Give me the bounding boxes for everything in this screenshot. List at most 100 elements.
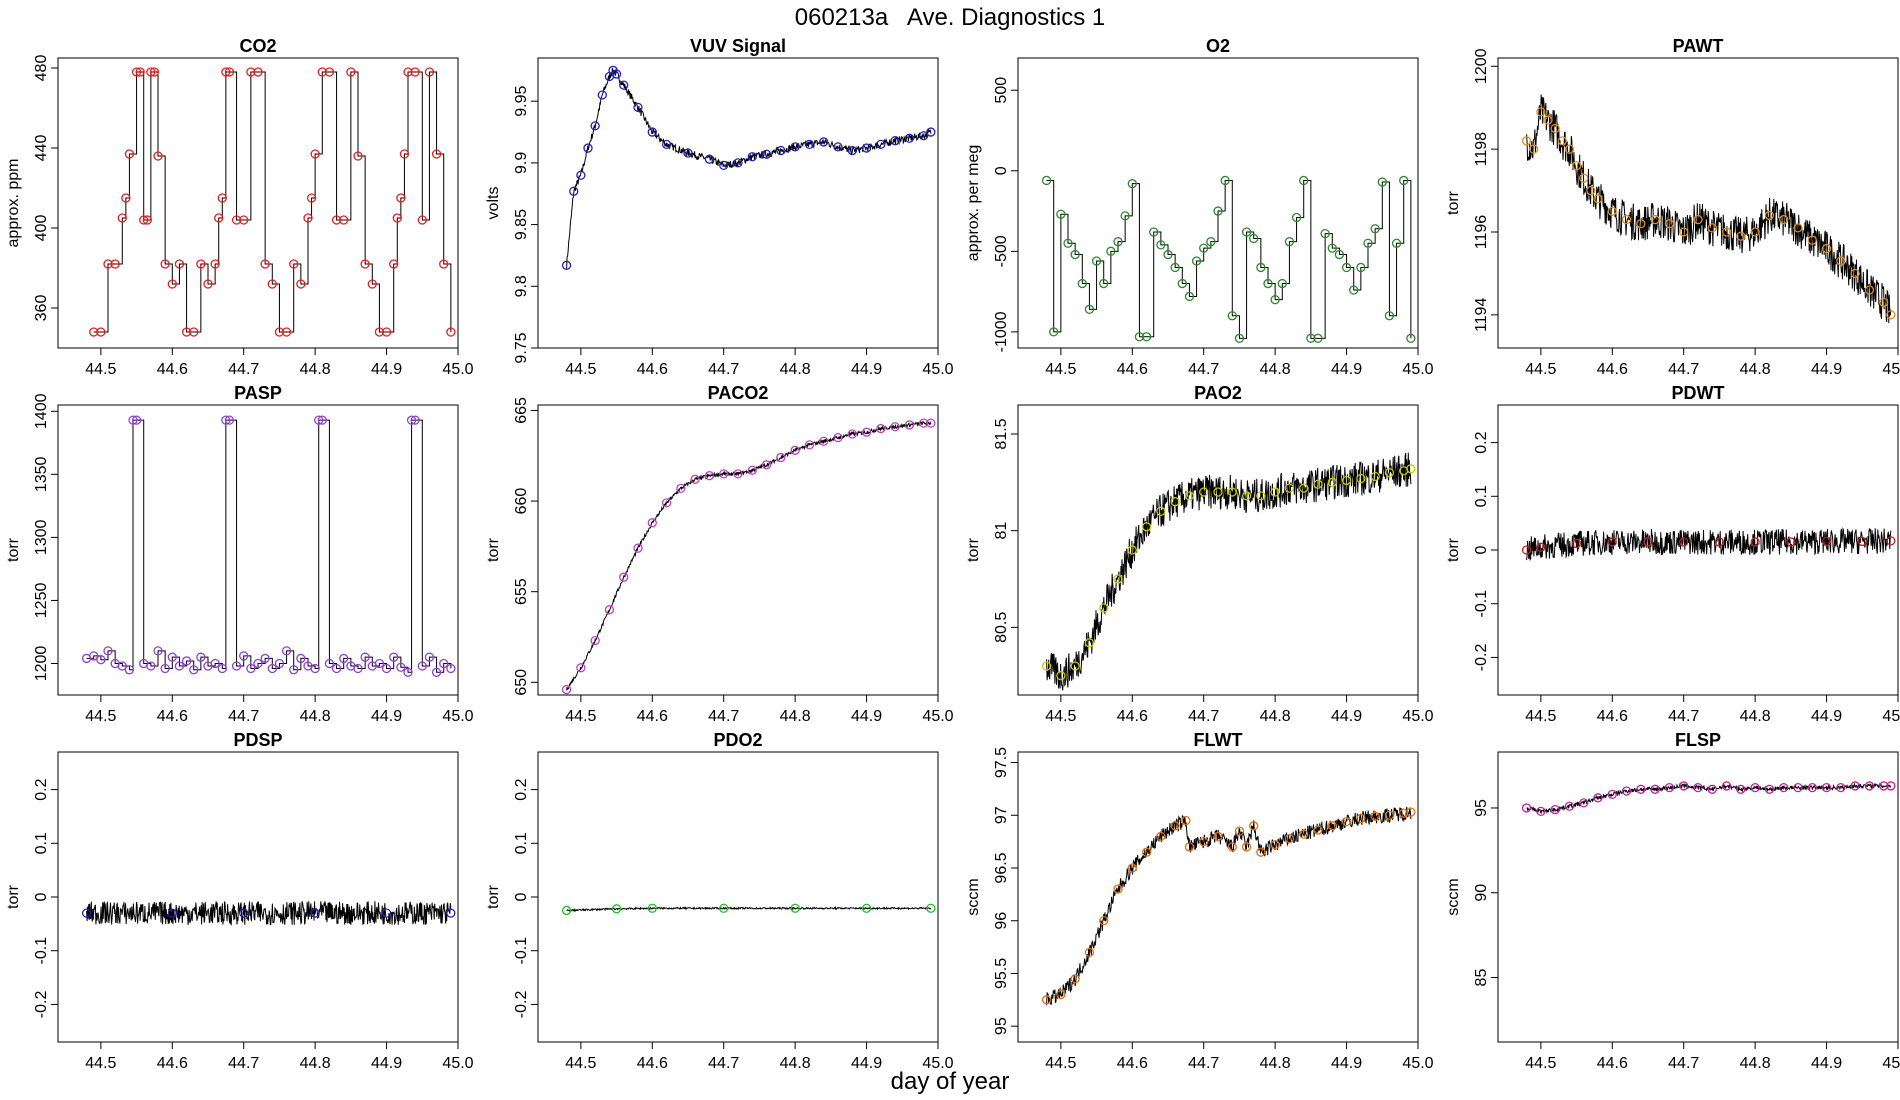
x-tick-label: 44.6 bbox=[1597, 361, 1628, 378]
panel-pdwt: PDWT torr 44.5 44.6 44.7 44.8 44.9 45.0 -0.2 -0.1… bbox=[1445, 383, 1900, 725]
data-point bbox=[1199, 243, 1209, 253]
y-axis-label: sccm bbox=[1445, 878, 1462, 915]
data-point bbox=[1571, 538, 1582, 549]
data-point bbox=[1384, 810, 1395, 820]
data-point bbox=[1406, 807, 1416, 817]
panel-pao2: PAO2 torr 44.5 44.6 44.7 44.8 44.9 45.0 80.5 81 81… bbox=[965, 383, 1434, 725]
data-point bbox=[131, 67, 142, 77]
data-point bbox=[253, 658, 263, 669]
data-point bbox=[1650, 784, 1660, 794]
y-axis-label: torr bbox=[965, 537, 982, 562]
data-point bbox=[174, 259, 185, 269]
data-point bbox=[128, 415, 138, 425]
data-point bbox=[690, 474, 700, 484]
data-point bbox=[1220, 175, 1230, 186]
data-point bbox=[1579, 798, 1589, 808]
data-point bbox=[1356, 473, 1366, 484]
x-tick-label: 44.9 bbox=[371, 1055, 402, 1072]
data-point bbox=[167, 652, 177, 662]
data-point bbox=[196, 652, 206, 662]
data-point bbox=[1850, 268, 1860, 279]
y-tick-label: 96.5 bbox=[993, 852, 1010, 883]
panel-paco2: PACO2 torr 44.5 44.6 44.7 44.8 44.9 45.0 650 655 6… bbox=[485, 383, 954, 725]
data-point bbox=[374, 327, 385, 337]
figure-xlabel: day of year bbox=[890, 1068, 1010, 1095]
data-point bbox=[1199, 836, 1209, 847]
x-tick-label: 45.0 bbox=[922, 1055, 953, 1072]
data-point bbox=[374, 658, 385, 669]
data-point bbox=[683, 148, 693, 158]
data-point bbox=[260, 259, 270, 269]
x-tick-label: 44.9 bbox=[851, 708, 882, 725]
data-point bbox=[1664, 219, 1675, 229]
data-point bbox=[381, 327, 392, 337]
data-point bbox=[919, 418, 929, 428]
data-point bbox=[1284, 833, 1295, 844]
data-point bbox=[1721, 781, 1732, 791]
plot-area bbox=[89, 67, 456, 337]
y-tick-label: -0.2 bbox=[1473, 644, 1490, 672]
x-tick-label: 44.6 bbox=[157, 708, 188, 725]
data-point bbox=[399, 149, 410, 159]
data-point bbox=[1170, 821, 1180, 831]
series-line bbox=[1046, 179, 1412, 339]
x-tick-label: 44.7 bbox=[1188, 361, 1219, 378]
x-tick-label: 44.6 bbox=[1117, 708, 1148, 725]
data-point bbox=[1213, 831, 1223, 842]
data-point bbox=[633, 102, 643, 113]
data-point bbox=[1313, 825, 1323, 835]
data-point bbox=[719, 160, 729, 171]
data-point bbox=[181, 327, 192, 337]
data-point bbox=[919, 131, 929, 141]
y-tick-label: 0 bbox=[993, 166, 1010, 175]
data-point bbox=[1593, 793, 1603, 803]
data-point bbox=[1370, 811, 1380, 821]
x-tick-label: 44.6 bbox=[157, 1055, 188, 1072]
y-tick-label: 9.8 bbox=[513, 275, 530, 297]
panel-title: O2 bbox=[1206, 36, 1230, 56]
data-point bbox=[1879, 297, 1889, 308]
data-point bbox=[876, 423, 886, 434]
plot-frame bbox=[57, 57, 459, 349]
data-point bbox=[1557, 136, 1567, 146]
data-point bbox=[253, 67, 263, 77]
data-point bbox=[1127, 863, 1137, 873]
x-tick-label: 44.8 bbox=[1260, 708, 1291, 725]
data-point bbox=[431, 149, 442, 159]
data-point bbox=[1550, 123, 1560, 134]
data-point bbox=[424, 67, 435, 77]
data-point bbox=[561, 905, 572, 916]
data-point bbox=[719, 469, 729, 479]
data-point bbox=[747, 152, 757, 162]
data-point bbox=[317, 415, 327, 425]
x-tick-label: 44.8 bbox=[1740, 708, 1771, 725]
data-point bbox=[926, 127, 936, 137]
series-line bbox=[93, 71, 452, 333]
panel-pdsp: PDSP torr 44.5 44.6 44.7 44.8 44.9 45.0 -0.2 -0.1… bbox=[5, 730, 474, 1072]
data-point bbox=[239, 651, 249, 661]
series-trace bbox=[1046, 452, 1412, 691]
x-tick-label: 44.7 bbox=[708, 1055, 739, 1072]
data-point bbox=[1650, 214, 1660, 225]
data-point bbox=[124, 665, 135, 675]
x-tick-label: 45.0 bbox=[1402, 1055, 1433, 1072]
x-tick-label: 44.5 bbox=[565, 361, 596, 378]
data-point bbox=[890, 136, 900, 146]
x-tick-label: 45.0 bbox=[442, 1055, 473, 1072]
data-point bbox=[619, 80, 629, 90]
data-point bbox=[439, 259, 449, 269]
y-tick-label: 9.75 bbox=[513, 332, 530, 363]
data-point bbox=[446, 663, 456, 674]
x-tick-label: 44.5 bbox=[85, 1055, 116, 1072]
y-axis-label: approx. per meg bbox=[965, 145, 982, 262]
panel-title: PDO2 bbox=[713, 730, 762, 750]
y-tick-label: 0.1 bbox=[1473, 485, 1490, 507]
data-point bbox=[142, 215, 152, 225]
data-point bbox=[1621, 214, 1632, 225]
data-point bbox=[1636, 784, 1646, 794]
data-point bbox=[1850, 781, 1860, 791]
data-point bbox=[1099, 916, 1109, 926]
data-point bbox=[160, 259, 170, 269]
y-tick-label: 9.85 bbox=[513, 209, 530, 240]
